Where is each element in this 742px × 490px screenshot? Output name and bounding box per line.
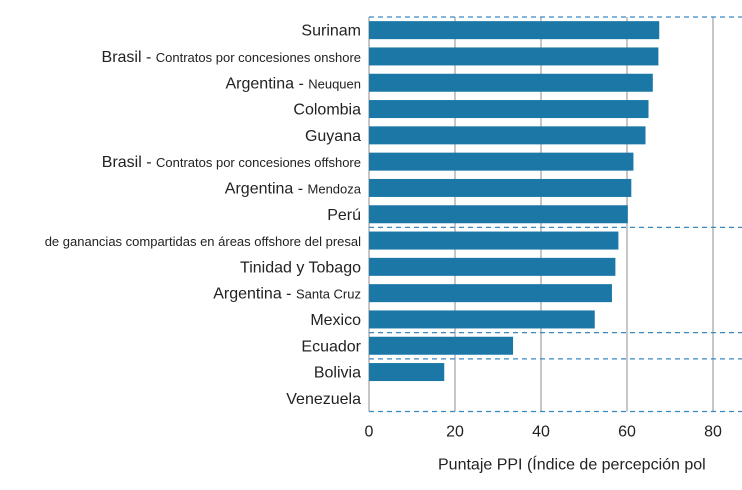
category-label: Argentina - Mendoza: [225, 180, 362, 197]
bar-13: [369, 363, 445, 382]
category-main: Guyana: [305, 128, 361, 145]
category-sub: Santa Cruz: [296, 287, 361, 302]
bar-11: [369, 310, 595, 329]
category-label: Mexico: [310, 312, 361, 329]
bar-2: [369, 73, 653, 92]
group-dividers: [369, 16, 742, 413]
category-main: Argentina -: [226, 75, 309, 92]
x-tick-label: 0: [365, 424, 374, 441]
category-label: Tinidad y Tobago: [240, 259, 361, 276]
category-sub: Neuquen: [308, 76, 361, 91]
bar-4: [369, 126, 646, 145]
category-main: Argentina -: [213, 286, 296, 303]
bar-12: [369, 336, 514, 355]
category-labels: Surinam Brasil - Contratos por concesione…: [45, 23, 362, 408]
bar-5: [369, 152, 634, 171]
category-main: Tinidad y Tobago: [240, 259, 361, 276]
category-sub: Mendoza: [308, 181, 362, 196]
category-label: Venezuela: [286, 391, 361, 408]
bar-0: [369, 21, 660, 40]
category-sub: Contratos por concesiones onshore: [156, 50, 361, 65]
category-label: Guyana: [305, 128, 361, 145]
bar-1: [369, 47, 659, 66]
bar-10: [369, 284, 612, 303]
category-label: Perú: [327, 207, 361, 224]
category-label: Brasil - Contratos por concesiones offsh…: [102, 154, 361, 171]
bar-6: [369, 178, 632, 197]
category-main: Perú: [327, 207, 361, 224]
bars: [369, 21, 660, 382]
category-label: Brasil - Contratos por concesiones onsho…: [102, 49, 361, 66]
bar-8: [369, 231, 619, 250]
category-main: Mexico: [310, 312, 361, 329]
bar-7: [369, 205, 628, 224]
x-tick-labels: 0 20 40 60 80: [365, 424, 722, 441]
category-sub: Contratos por concesiones offshore: [156, 155, 361, 170]
category-main: Brasil -: [102, 49, 156, 66]
category-main: Venezuela: [286, 391, 361, 408]
x-tick-label: 80: [704, 424, 722, 441]
category-main: Brasil -: [102, 154, 156, 171]
category-label: Argentina - Neuquen: [226, 75, 362, 92]
category-main: Colombia: [293, 102, 361, 119]
category-main: Argentina -: [225, 180, 308, 197]
category-label: Surinam: [301, 23, 361, 40]
category-label: Argentina - Santa Cruz: [213, 286, 361, 303]
category-sub: de ganancias compartidas en áreas offsho…: [45, 234, 361, 249]
x-axis-title: Puntaje PPI (Índice de percepción pol: [438, 455, 706, 474]
category-main: Surinam: [301, 23, 361, 40]
bar-9: [369, 257, 616, 276]
category-label: Colombia: [293, 102, 361, 119]
x-tick-label: 60: [618, 424, 636, 441]
category-label: Bolivia: [314, 365, 361, 382]
category-main: Ecuador: [301, 338, 361, 355]
x-tick-label: 20: [446, 424, 464, 441]
x-tick-label: 40: [532, 424, 550, 441]
category-main: Bolivia: [314, 365, 361, 382]
category-label: de ganancias compartidas en áreas offsho…: [45, 234, 361, 249]
bar-3: [369, 100, 649, 119]
category-label: Ecuador: [301, 338, 361, 355]
